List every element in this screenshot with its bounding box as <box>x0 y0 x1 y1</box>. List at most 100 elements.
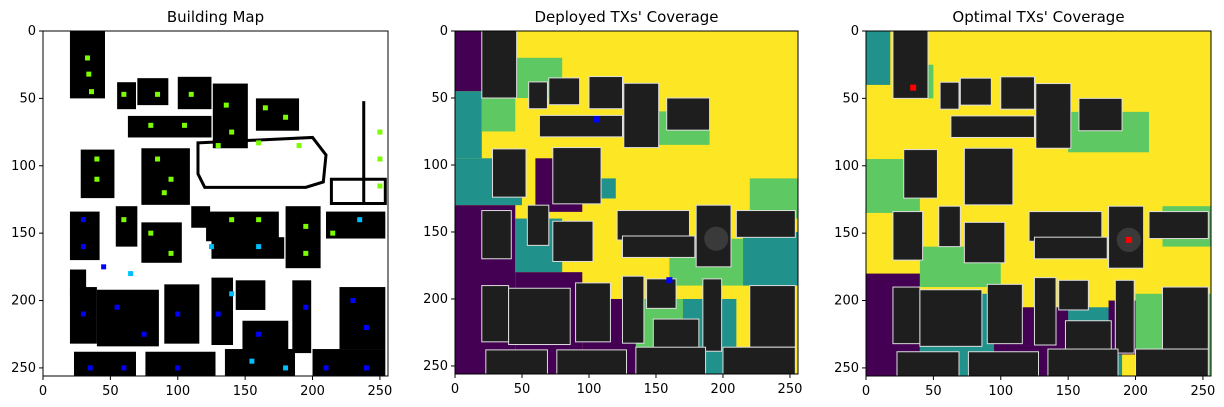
building <box>588 76 623 110</box>
plot-area <box>866 31 1211 376</box>
building <box>481 31 518 99</box>
access-point-marker <box>283 114 289 120</box>
building <box>481 285 510 343</box>
building <box>96 289 159 347</box>
y-tick-label: 0 <box>440 24 448 39</box>
building <box>939 81 960 110</box>
access-point-marker <box>188 91 194 97</box>
y-tick-label: 200 <box>423 292 448 307</box>
access-point-marker <box>121 91 127 97</box>
access-point-marker <box>229 217 235 223</box>
access-point-marker <box>121 217 127 223</box>
access-point-marker <box>84 55 90 61</box>
building <box>326 211 386 239</box>
building <box>1114 279 1135 354</box>
access-point-marker <box>101 264 107 270</box>
access-point-marker <box>303 250 309 256</box>
access-point-marker <box>363 365 369 371</box>
building <box>145 351 216 376</box>
building <box>575 282 611 343</box>
access-point-marker <box>80 311 86 317</box>
building <box>1064 320 1112 351</box>
building <box>1035 83 1072 149</box>
building <box>141 222 182 263</box>
building <box>919 289 983 347</box>
y-tick-label: 100 <box>423 158 448 173</box>
building <box>526 204 550 246</box>
access-point-marker <box>148 122 154 128</box>
y-tick-label: 250 <box>11 361 36 376</box>
access-point-marker <box>94 156 100 162</box>
building <box>950 115 1035 138</box>
building <box>177 76 212 110</box>
x-tick-label: 100 <box>577 382 602 397</box>
access-point-marker <box>94 176 100 182</box>
tx-marker <box>594 116 601 123</box>
y-tick-label: 200 <box>11 294 36 309</box>
access-point-marker <box>114 304 120 310</box>
access-point-marker <box>121 365 127 371</box>
building <box>552 147 602 205</box>
tx-marker <box>1125 236 1132 243</box>
x-tick-label: 150 <box>644 382 669 397</box>
x-tick-label: 50 <box>102 384 119 399</box>
building <box>164 284 200 344</box>
access-point-marker <box>229 129 235 135</box>
building <box>508 287 571 346</box>
x-tick-label: 50 <box>925 384 942 399</box>
access-point-marker <box>377 183 383 189</box>
x-tick-label: 0 <box>451 382 459 397</box>
x-tick-label: 50 <box>514 382 531 397</box>
building <box>963 147 1014 206</box>
x-tick-label: 100 <box>988 384 1013 399</box>
chart-title: Deployed TXs' Coverage <box>534 8 718 26</box>
building <box>235 280 266 310</box>
access-point-marker <box>161 190 167 196</box>
coverage-region <box>455 91 482 159</box>
y-tick-label: 50 <box>19 91 36 106</box>
access-point-marker <box>377 129 383 135</box>
building-outline <box>329 177 387 205</box>
y-tick-label: 50 <box>431 91 448 106</box>
building <box>242 320 289 351</box>
access-point-marker <box>168 176 174 182</box>
building <box>117 82 136 110</box>
y-tick-label: 200 <box>834 294 859 309</box>
access-point-marker <box>175 311 181 317</box>
access-point-marker <box>89 89 95 95</box>
access-point-marker <box>357 217 363 223</box>
access-point-marker <box>249 358 255 364</box>
building <box>1135 348 1209 376</box>
building <box>538 114 623 138</box>
access-point-marker <box>80 244 86 250</box>
building <box>892 286 921 345</box>
access-point-marker <box>155 156 161 162</box>
chart-title: Building Map <box>167 8 264 26</box>
access-point-marker <box>86 71 92 77</box>
access-point-marker <box>303 304 309 310</box>
access-point-marker <box>80 217 86 223</box>
x-tick-label: 0 <box>862 384 870 399</box>
x-tick-label: 250 <box>1191 384 1216 399</box>
access-point-marker <box>256 244 262 250</box>
building <box>635 346 707 374</box>
building <box>967 351 1039 376</box>
access-point-marker <box>148 230 154 236</box>
access-point-marker <box>323 365 329 371</box>
building <box>621 275 645 344</box>
building <box>127 115 212 138</box>
building <box>255 98 300 131</box>
access-point-marker <box>168 250 174 256</box>
building <box>312 349 386 376</box>
building <box>556 349 627 374</box>
building <box>616 210 690 241</box>
axes-frame <box>42 30 389 377</box>
building <box>292 280 312 354</box>
building <box>492 148 527 198</box>
access-point-marker <box>175 365 181 371</box>
building <box>666 97 711 131</box>
x-tick-label: 100 <box>165 384 190 399</box>
building <box>1033 277 1057 346</box>
